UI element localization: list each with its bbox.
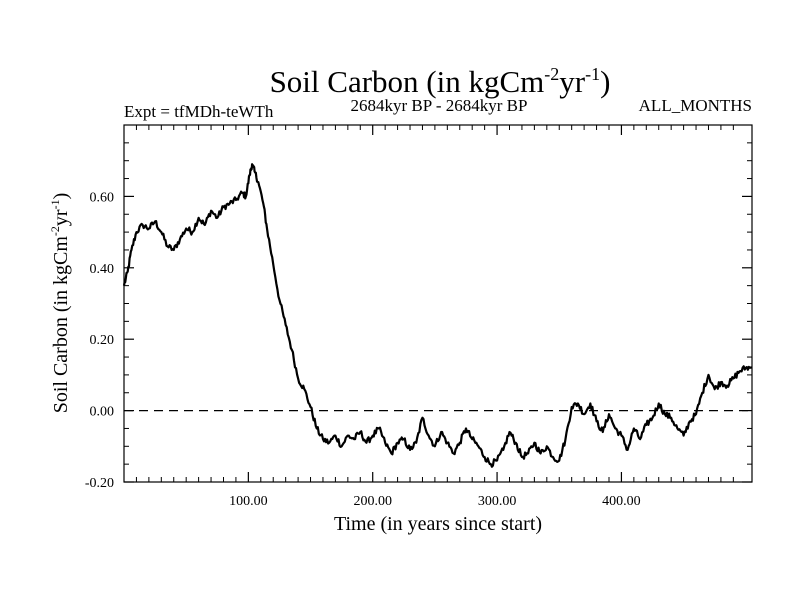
plot-frame	[123, 124, 753, 483]
y-tick-label: 0.20	[90, 333, 115, 348]
x-axis-ticks: 100.00 200.00 300.00 400.00	[135, 125, 734, 509]
x-axis-label: Time (in years since start)	[334, 513, 542, 535]
x-tick-label: 400.00	[602, 494, 641, 509]
x-tick-label: 200.00	[353, 494, 392, 509]
y-axis-label: Soil Carbon (in kgCm-2yr-1)	[48, 193, 72, 414]
series-layer	[122, 163, 753, 468]
x-tick-label: 100.00	[229, 494, 268, 509]
y-tick-label: -0.20	[85, 476, 114, 491]
chart-title: Soil Carbon (in kgCm-2yr-1)	[270, 64, 611, 99]
months-label: ALL_MONTHS	[639, 96, 752, 115]
time-range-label: 2684kyr BP - 2684kyr BP	[351, 96, 528, 115]
y-tick-label: 0.40	[90, 262, 115, 277]
y-tick-label: 0.00	[90, 405, 115, 420]
y-tick-label: 0.60	[90, 190, 115, 205]
experiment-label: Expt = tfMDh-teWTh	[124, 102, 274, 121]
y-axis-ticks: -0.20 0.00 0.20 0.40 0.60	[85, 142, 752, 491]
x-tick-label: 300.00	[478, 494, 517, 509]
series-line-soil-carbon	[122, 163, 753, 468]
